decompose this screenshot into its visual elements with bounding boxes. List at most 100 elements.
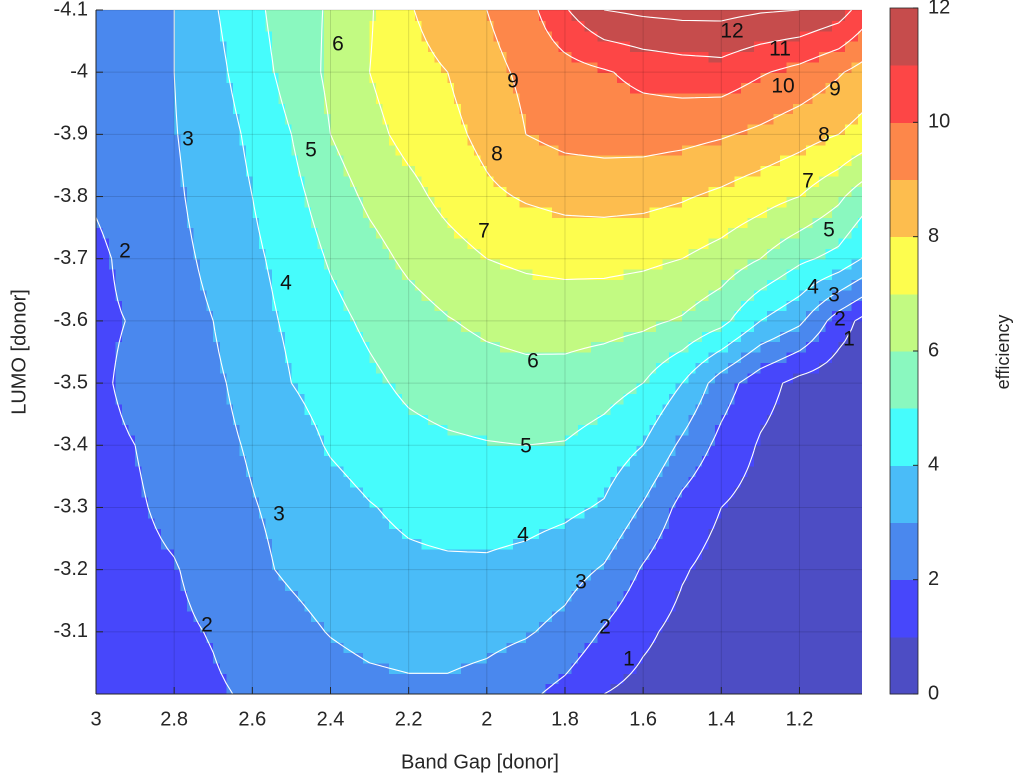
contour-cell: [584, 497, 592, 509]
contour-cell: [766, 352, 775, 363]
contour-cell: [845, 476, 853, 488]
contour-cell: [675, 507, 683, 519]
contour-cell: [486, 548, 494, 560]
contour-cell: [578, 538, 586, 550]
contour-cell: [578, 424, 586, 436]
contour-cell: [122, 445, 130, 457]
contour-cell: [96, 538, 104, 550]
contour-cell: [832, 611, 840, 623]
contour-cell: [558, 269, 566, 281]
contour-cell: [766, 310, 775, 322]
contour-cell: [382, 517, 390, 529]
contour-cell: [109, 538, 117, 550]
contour-cell: [571, 683, 579, 694]
contour-cell: [395, 362, 403, 374]
contour-cell: [350, 434, 358, 446]
contour-cell: [740, 559, 748, 571]
contour-cell: [617, 538, 625, 550]
contour-cell: [343, 507, 351, 519]
contour-cell: [805, 559, 814, 571]
contour-cell: [141, 621, 149, 633]
contour-cell: [571, 310, 579, 322]
contour-cell: [460, 341, 468, 353]
contour-cell: [310, 548, 319, 560]
contour-cell: [506, 673, 514, 685]
contour-cell: [525, 528, 534, 540]
contour-cell: [180, 548, 188, 560]
contour-cell: [180, 414, 188, 426]
contour-cell: [564, 310, 573, 322]
contour-cell: [193, 673, 201, 685]
contour-cell: [819, 403, 827, 415]
contour-cell: [304, 507, 312, 519]
contour-cell: [630, 424, 638, 436]
contour-cell: [271, 372, 279, 384]
contour-cell: [701, 434, 709, 446]
contour-cell: [519, 289, 527, 301]
contour-cell: [206, 590, 214, 602]
contour-cell: [284, 621, 293, 633]
contour-cell: [187, 279, 195, 291]
contour-cell: [363, 403, 371, 415]
contour-cell: [154, 611, 162, 623]
contour-cell: [832, 352, 840, 363]
contour-cell: [812, 559, 820, 571]
contour-cell: [819, 621, 827, 633]
contour-cell: [727, 652, 735, 664]
contour-cell: [604, 652, 612, 664]
contour-cell: [597, 580, 605, 591]
contour-cell: [558, 559, 566, 571]
contour-cell: [122, 611, 130, 623]
contour-cell: [154, 445, 162, 457]
contour-cell: [148, 507, 156, 519]
contour-cell: [193, 476, 201, 488]
contour-cell: [213, 611, 221, 623]
contour-cell: [747, 414, 755, 426]
contour-cell: [454, 683, 462, 694]
contour-cell: [610, 383, 618, 395]
contour-cell: [441, 300, 449, 312]
contour-cell: [304, 528, 312, 540]
contour-cell: [865, 456, 872, 467]
contour-cell: [265, 683, 273, 694]
contour-cell: [115, 580, 123, 591]
contour-cell: [382, 580, 390, 591]
contour-cell: [245, 600, 253, 612]
contour-cell: [200, 631, 208, 643]
contour-cell: [363, 517, 371, 529]
contour-cell: [408, 424, 416, 436]
contour-cell: [480, 621, 488, 633]
contour-cell: [376, 393, 384, 405]
contour-cell: [310, 538, 319, 550]
contour-cell: [460, 590, 468, 602]
contour-cell: [610, 507, 618, 519]
contour-cell: [187, 621, 195, 633]
contour-cell: [434, 590, 442, 602]
contour-cell: [551, 486, 560, 498]
contour-cell: [213, 569, 221, 581]
contour-cell: [376, 590, 384, 602]
contour-cell: [858, 445, 862, 457]
contour-cell: [656, 476, 664, 488]
contour-cell: [447, 300, 455, 312]
contour-cell: [792, 476, 801, 488]
contour-cell: [838, 538, 846, 550]
contour-cell: [865, 342, 872, 353]
contour-cell: [356, 341, 364, 353]
contour-cell: [506, 600, 514, 612]
contour-cell: [180, 621, 188, 633]
contour-cell: [102, 476, 110, 488]
contour-cell: [239, 310, 247, 322]
contour-cell: [102, 569, 110, 581]
contour-cell: [206, 486, 214, 498]
contour-cell: [343, 517, 351, 529]
contour-cell: [395, 652, 403, 664]
contour-cell: [519, 652, 527, 664]
contour-cell: [721, 352, 729, 363]
contour-cell: [310, 559, 319, 571]
contour-cell: [571, 631, 579, 643]
contour-cell: [493, 683, 501, 694]
contour-cell: [148, 331, 156, 343]
contour-cell: [773, 621, 781, 633]
contour-cell: [538, 476, 547, 488]
